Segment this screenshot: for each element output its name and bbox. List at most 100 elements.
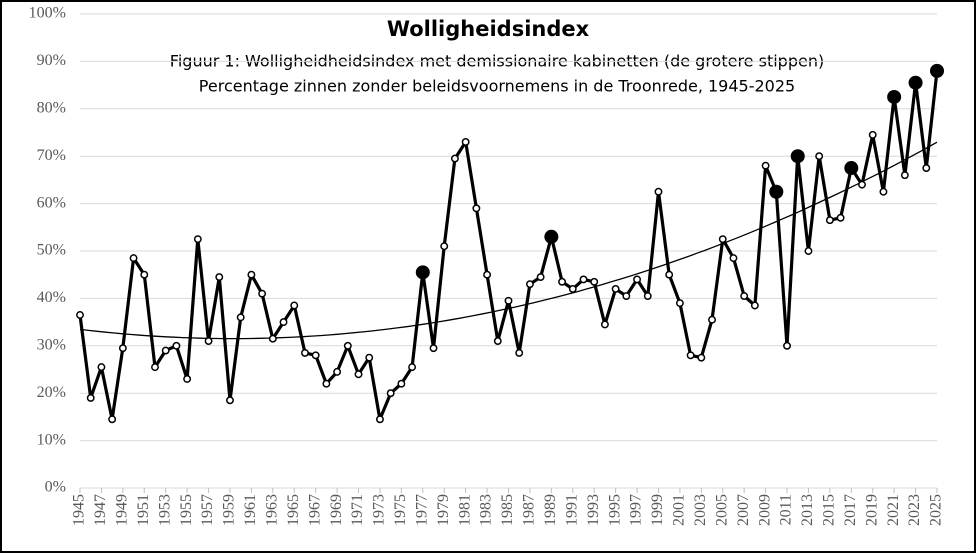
data-point <box>376 415 384 424</box>
data-point <box>825 216 834 225</box>
x-tick-label: 1995 <box>606 494 623 526</box>
data-point <box>247 270 256 279</box>
data-point <box>193 235 202 244</box>
data-point <box>279 318 288 327</box>
x-tick-label: 1971 <box>349 494 366 526</box>
data-point <box>108 415 117 424</box>
data-point <box>740 292 749 300</box>
data-point <box>536 273 545 282</box>
x-tick-label: 2005 <box>713 494 730 526</box>
subtitle: Percentage zinnen zonder beleidsvoorneme… <box>199 77 795 96</box>
data-point <box>140 270 149 279</box>
x-tick-label: 2011 <box>778 494 795 525</box>
data-point <box>129 254 138 263</box>
x-tick-label: 1967 <box>306 494 323 526</box>
x-tick-label: 2009 <box>756 494 773 526</box>
data-point <box>686 351 695 360</box>
x-tick-label: 2003 <box>692 494 709 526</box>
data-point <box>600 320 609 329</box>
data-point <box>86 393 95 402</box>
x-tick-label: 1975 <box>392 494 409 526</box>
x-tick-label: 1961 <box>242 494 259 526</box>
highlight-point <box>769 184 784 199</box>
data-point <box>643 292 652 300</box>
x-tick-label: 2019 <box>863 494 880 526</box>
data-point <box>900 171 909 180</box>
data-point <box>804 247 813 255</box>
data-point <box>311 351 320 360</box>
y-tick-label: 10% <box>37 431 66 448</box>
data-point <box>665 270 674 279</box>
data-point <box>408 363 417 372</box>
x-tick-label: 1985 <box>499 494 516 526</box>
data-point <box>343 341 352 350</box>
data-point <box>461 138 470 146</box>
data-point <box>226 396 234 405</box>
y-tick-label: 80% <box>37 99 66 116</box>
data-point <box>922 164 931 173</box>
x-tick-label: 1969 <box>328 494 345 526</box>
data-point <box>622 292 631 300</box>
x-tick-label: 1951 <box>135 494 152 526</box>
data-point <box>761 161 770 170</box>
x-tick-label: 1989 <box>542 494 559 526</box>
x-tick-label: 1991 <box>563 494 580 526</box>
data-point <box>354 370 363 379</box>
x-tick-label: 2025 <box>928 494 945 526</box>
data-point <box>558 277 567 286</box>
x-tick-label: 2007 <box>735 494 752 526</box>
data-point <box>815 152 824 161</box>
y-tick-label: 100% <box>29 5 66 22</box>
x-tick-label: 2023 <box>906 494 923 526</box>
x-tick-label: 2015 <box>821 494 838 526</box>
data-point <box>525 280 534 289</box>
data-point <box>290 301 299 310</box>
x-tick-label: 1997 <box>628 494 645 526</box>
data-point <box>836 213 845 222</box>
x-tick-label: 2013 <box>799 494 816 526</box>
highlight-point <box>930 63 944 78</box>
data-point <box>675 299 684 308</box>
data-point <box>633 275 641 284</box>
x-tick-label: 1949 <box>114 494 131 526</box>
y-tick-label: 40% <box>37 289 66 306</box>
y-tick-label: 70% <box>37 147 66 164</box>
x-tick-label: 1979 <box>435 494 452 526</box>
data-point <box>611 284 620 293</box>
data-point <box>151 363 159 372</box>
x-tick-label: 2021 <box>885 494 902 526</box>
y-tick-label: 30% <box>37 336 66 353</box>
chart-title: Wolligheidsindex <box>387 17 590 41</box>
data-point <box>76 311 84 319</box>
data-point <box>568 284 577 293</box>
x-tick-label: 2017 <box>842 494 859 526</box>
y-tick-label: 0% <box>45 479 66 496</box>
data-point <box>708 315 716 324</box>
data-point <box>750 301 759 310</box>
x-tick-label: 1945 <box>71 494 88 526</box>
data-point <box>236 313 245 322</box>
data-point <box>204 337 213 346</box>
x-tick-label: 1981 <box>456 494 473 526</box>
data-point <box>868 130 877 139</box>
data-point <box>718 235 727 244</box>
data-point <box>483 270 492 279</box>
data-point <box>429 344 438 353</box>
x-tick-label: 1983 <box>478 494 495 526</box>
highlight-point <box>415 265 430 280</box>
data-point <box>268 334 277 343</box>
highlight-point <box>908 75 923 90</box>
data-point <box>215 273 224 282</box>
x-tick-label: 1963 <box>263 494 280 526</box>
data-point <box>783 341 791 350</box>
data-point <box>654 187 663 196</box>
x-tick-label: 1955 <box>178 494 195 526</box>
data-point <box>97 363 106 372</box>
y-tick-label: 90% <box>37 52 66 69</box>
y-tick-label: 50% <box>37 242 66 259</box>
data-point <box>118 344 127 353</box>
data-point <box>493 337 502 346</box>
data-point <box>333 367 342 376</box>
x-tick-label: 1973 <box>371 494 388 526</box>
x-tick-label: 1999 <box>649 494 666 526</box>
